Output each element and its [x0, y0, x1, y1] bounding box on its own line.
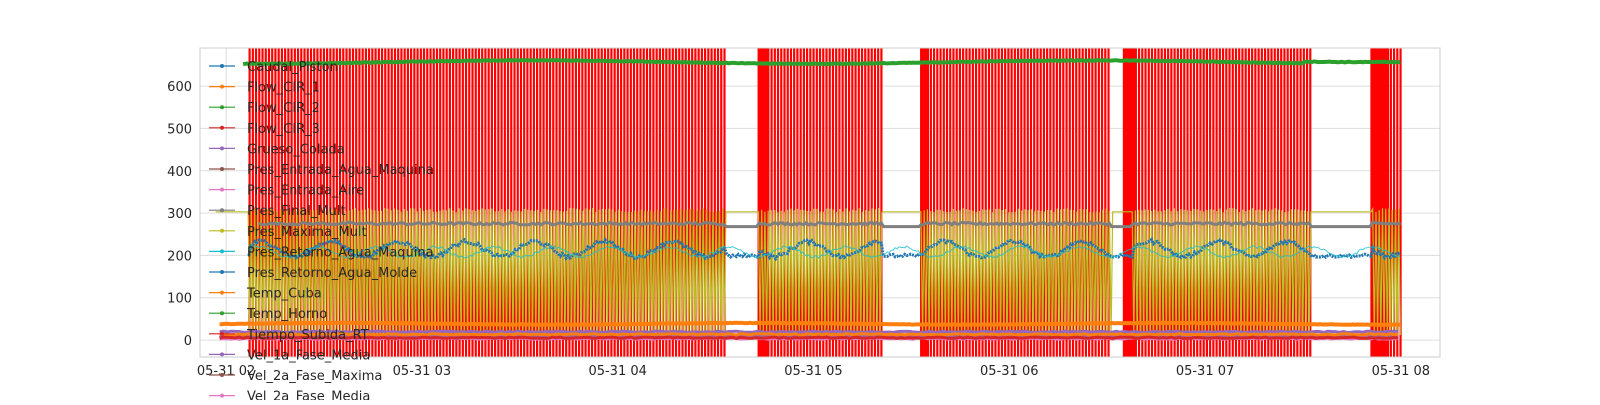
legend-marker: [220, 249, 224, 254]
legend-label: Vel_2a_Fase_Media: [247, 390, 370, 400]
x-axis-ticks: 05-31 02 05-31 03 05-31 04 05-31 05 05-31 06…: [197, 364, 1430, 379]
legend-marker: [220, 331, 224, 336]
y-tick-label: 100: [167, 292, 192, 307]
legend-marker: [220, 228, 224, 233]
legend-marker: [220, 187, 224, 192]
legend-label: Tiempo_Subida_RT: [246, 328, 369, 343]
y-tick-label: 200: [167, 249, 192, 264]
legend-label: Caudal_Piston: [247, 60, 338, 75]
x-tick-label: 05-31 06: [980, 364, 1038, 379]
legend-marker: [220, 290, 224, 295]
legend-label: Pres_Retorno_Agua_Maquina: [247, 245, 434, 260]
series-lines: [215, 58, 1402, 341]
y-tick-label: 400: [167, 165, 192, 180]
legend-marker: [220, 393, 224, 398]
y-tick-label: 0: [184, 334, 192, 349]
y-tick-label: 600: [167, 80, 192, 95]
legend-marker: [220, 64, 224, 68]
series-line-flow-cir-1: [219, 332, 1399, 337]
legend-label: Flow_CIR_2: [247, 101, 320, 116]
series-line-vel-1a-fase-media: [219, 329, 1399, 334]
legend-label: Vel_1a_Fase_Media: [247, 348, 370, 363]
event-marker-block: [921, 48, 929, 357]
legend-marker: [220, 125, 224, 130]
series-line-pres-maxima-mult: [215, 206, 1401, 337]
x-tick-label: 05-31 05: [784, 364, 842, 379]
x-tick-label: 05-31 08: [1372, 364, 1430, 379]
legend-marker: [220, 373, 224, 377]
legend-marker: [220, 84, 224, 89]
series-line-pres-retorno-agua-molde: [247, 237, 1402, 262]
legend-marker: [220, 311, 224, 316]
x-tick-label: 05-31 03: [393, 364, 451, 379]
x-tick-label: 05-31 04: [588, 364, 646, 379]
legend-label: Pres_Entrada_Aire: [247, 184, 364, 199]
y-tick-label: 300: [167, 207, 192, 222]
legend-label: Grueso_Colada: [247, 142, 345, 157]
y-axis-ticks: 0 100 200 300 400 500 600: [167, 80, 192, 349]
legend-label: Temp_Cuba: [246, 287, 322, 302]
legend-marker: [220, 167, 224, 171]
plot-frame: [199, 47, 1441, 358]
legend-marker: [220, 352, 224, 357]
legend-marker: [220, 105, 224, 110]
legend-label: Pres_Final_Mult: [247, 204, 346, 219]
legend-label: Vel_2a_Fase_Maxima: [247, 369, 382, 384]
legend-marker: [220, 146, 224, 151]
legend-label: Pres_Maxima_Mult: [247, 225, 367, 240]
y-tick-label: 500: [167, 122, 192, 137]
legend-label: Pres_Entrada_Agua_Maquina: [247, 163, 434, 178]
legend-label: Pres_Retorno_Agua_Molde: [247, 266, 417, 281]
series-line-tiempo-subida-rt: [219, 335, 1399, 340]
legend-label: Flow_CIR_3: [247, 122, 320, 137]
legend-label: Flow_CIR_1: [247, 81, 320, 96]
legend-marker: [220, 208, 224, 213]
event-marker-block: [758, 48, 769, 357]
series-line-pres-final-mult: [258, 220, 1401, 229]
series-line-pres-retorno-agua-maquina: [248, 245, 1401, 259]
x-tick-label: 05-31 07: [1176, 364, 1234, 379]
series-line-temp-cuba: [219, 320, 1401, 327]
legend-label: Temp_Horno: [246, 307, 327, 322]
series-line-temp-horno: [242, 58, 1401, 67]
legend-marker: [220, 270, 224, 274]
